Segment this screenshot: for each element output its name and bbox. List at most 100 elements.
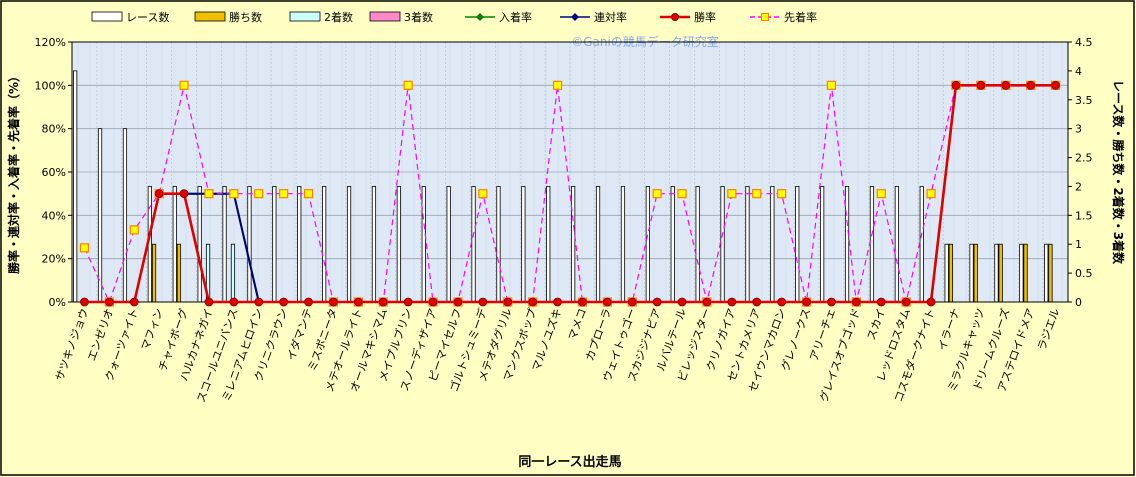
point-勝率-34 bbox=[926, 297, 936, 307]
point-先着率-2 bbox=[129, 225, 139, 235]
bar-レース数-12 bbox=[371, 186, 377, 303]
point-勝率-4 bbox=[179, 189, 189, 199]
left-tick-label: 120% bbox=[35, 36, 66, 49]
point-勝率-25 bbox=[702, 297, 712, 307]
point-先着率-19 bbox=[552, 80, 563, 90]
bar-レース数-18 bbox=[521, 186, 526, 303]
legend-marker-連対率 bbox=[571, 13, 579, 21]
bar-レース数-8 bbox=[272, 186, 277, 303]
bar-レース数-14 bbox=[421, 186, 426, 303]
bar-レース数-38 bbox=[1019, 243, 1024, 303]
legend-marker-先着率 bbox=[761, 13, 769, 21]
point-勝率-21 bbox=[602, 297, 612, 307]
point-勝率-15 bbox=[453, 297, 463, 307]
legend-label-連対率: 連対率 bbox=[594, 10, 627, 24]
point-勝率-5 bbox=[204, 297, 214, 307]
legend-label-先着率: 先着率 bbox=[784, 10, 817, 24]
category-label-20: マメコ bbox=[566, 307, 590, 342]
bar-レース数-10 bbox=[322, 186, 327, 303]
bar-レース数-9 bbox=[297, 186, 302, 303]
bar-レース数-23 bbox=[645, 186, 650, 303]
bar-レース数-30 bbox=[820, 186, 825, 303]
left-tick-label: 80% bbox=[42, 123, 66, 136]
point-勝率-29 bbox=[802, 297, 811, 307]
bar-勝ち数-4 bbox=[176, 243, 182, 303]
bar-勝ち数-35 bbox=[948, 243, 953, 303]
point-勝率-17 bbox=[503, 297, 513, 307]
right-tick-label: 4.5 bbox=[1075, 36, 1093, 49]
point-勝率-11 bbox=[353, 297, 363, 307]
left-tick-label: 100% bbox=[35, 79, 66, 92]
right-axis-ticks: 0 0.5 1 1.5 2 2.5 3 3.5 4 4.5 bbox=[1068, 36, 1093, 309]
bar-group bbox=[73, 70, 1053, 303]
point-先着率-6 bbox=[229, 189, 239, 199]
point-先着率-5 bbox=[204, 189, 214, 199]
point-勝率-12 bbox=[378, 297, 388, 307]
category-label-3: マフィン bbox=[139, 307, 166, 353]
point-先着率-7 bbox=[254, 189, 264, 199]
left-tick-label: 40% bbox=[42, 209, 66, 222]
bar-勝ち数-37 bbox=[998, 243, 1003, 303]
point-先着率-27 bbox=[752, 189, 762, 199]
point-勝率-18 bbox=[528, 297, 538, 307]
point-先着率-34 bbox=[926, 189, 936, 199]
legend-label-入着率: 入着率 bbox=[499, 10, 532, 24]
point-先着率-13 bbox=[403, 80, 413, 90]
bar-レース数-16 bbox=[471, 186, 476, 303]
bar-レース数-0 bbox=[73, 70, 78, 303]
category-label-0: サツキノジョウ bbox=[53, 307, 91, 383]
bar-レース数-4 bbox=[172, 186, 177, 303]
point-勝率-37 bbox=[1001, 80, 1011, 90]
bar-勝ち数-3 bbox=[151, 243, 157, 303]
point-勝率-38 bbox=[1026, 80, 1036, 90]
point-勝率-24 bbox=[677, 297, 687, 307]
legend-marker-入着率 bbox=[476, 13, 484, 21]
bar-レース数-15 bbox=[446, 186, 451, 303]
legend-swatch-勝ち数 bbox=[194, 11, 226, 22]
bar-レース数-28 bbox=[770, 186, 775, 303]
bar-レース数-20 bbox=[571, 186, 576, 303]
bar-レース数-27 bbox=[745, 186, 750, 303]
point-勝率-9 bbox=[304, 297, 313, 307]
point-勝率-30 bbox=[827, 297, 836, 307]
legend-label-レース数: レース数 bbox=[126, 11, 169, 24]
point-勝率-31 bbox=[851, 297, 861, 307]
bar-レース数-36 bbox=[969, 243, 974, 303]
left-tick-label: 20% bbox=[42, 253, 66, 266]
point-先着率-16 bbox=[478, 189, 488, 199]
point-勝率-3 bbox=[154, 189, 164, 199]
point-勝率-13 bbox=[403, 297, 413, 307]
line-group bbox=[79, 80, 1061, 307]
bar-2着数-6 bbox=[230, 243, 236, 303]
point-先着率-26 bbox=[727, 189, 737, 199]
bar-レース数-37 bbox=[994, 243, 999, 303]
bar-レース数-29 bbox=[795, 186, 800, 303]
point-先着率-24 bbox=[677, 189, 687, 199]
bar-レース数-5 bbox=[197, 186, 202, 303]
y-axis-title-left: 勝率・連対率・入着率・先着率（%） bbox=[6, 70, 21, 274]
point-勝率-0 bbox=[80, 297, 89, 307]
point-先着率-0 bbox=[79, 243, 90, 253]
point-勝率-2 bbox=[129, 297, 139, 307]
bar-レース数-6 bbox=[222, 186, 227, 303]
bar-レース数-35 bbox=[944, 243, 949, 303]
point-勝率-28 bbox=[777, 297, 787, 307]
category-label-32: スカイ bbox=[865, 307, 889, 342]
right-tick-label: 0.5 bbox=[1075, 267, 1093, 280]
bar-レース数-31 bbox=[844, 186, 850, 303]
bar-レース数-13 bbox=[396, 186, 401, 303]
right-tick-label: 1 bbox=[1075, 238, 1082, 251]
point-勝率-36 bbox=[976, 80, 986, 90]
point-勝率-19 bbox=[553, 297, 562, 307]
x-axis-title: 同一レース出走馬 bbox=[518, 454, 621, 470]
point-勝率-39 bbox=[1051, 80, 1060, 90]
right-tick-label: 4 bbox=[1075, 65, 1082, 78]
left-tick-label: 0% bbox=[49, 296, 66, 309]
legend-swatch-レース数 bbox=[91, 11, 123, 22]
point-先着率-32 bbox=[876, 189, 886, 199]
bar-レース数-21 bbox=[595, 186, 601, 303]
point-勝率-22 bbox=[627, 297, 637, 307]
bar-レース数-34 bbox=[919, 186, 924, 303]
left-tick-label: 60% bbox=[42, 166, 66, 179]
